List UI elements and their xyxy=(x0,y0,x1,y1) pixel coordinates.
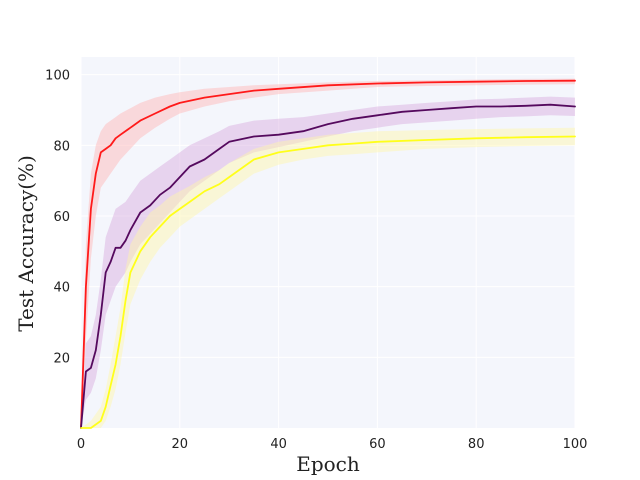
series-lines xyxy=(80,79,576,429)
series-1-band xyxy=(81,96,575,428)
x-tick-label-5: 100 xyxy=(563,437,588,452)
series-0-band xyxy=(81,78,575,428)
y-axis-ticks: 20 40 60 80 100 xyxy=(45,69,70,367)
x-axis-ticks: 0 20 40 60 80 100 xyxy=(77,437,588,452)
y-tick-label-0: 20 xyxy=(53,351,70,366)
series-0-line xyxy=(80,79,576,429)
y-tick-label-1: 40 xyxy=(53,281,70,296)
x-tick-label-1: 20 xyxy=(172,437,189,452)
y-tick-label-4: 100 xyxy=(45,69,70,84)
y-tick-label-3: 80 xyxy=(53,139,70,154)
series-2-line xyxy=(80,135,576,429)
x-tick-label-3: 60 xyxy=(369,437,386,452)
y-axis-label: Test Accuracy(%) xyxy=(14,155,38,332)
series-1-line xyxy=(80,103,576,429)
x-tick-label-2: 40 xyxy=(270,437,287,452)
series-2-band xyxy=(81,127,575,428)
y-tick-label-2: 60 xyxy=(53,210,70,225)
x-tick-label-4: 80 xyxy=(468,437,485,452)
x-tick-label-0: 0 xyxy=(77,437,85,452)
plot-background xyxy=(81,57,575,428)
x-axis-label: Epoch xyxy=(296,452,360,476)
confidence-bands xyxy=(81,78,575,428)
